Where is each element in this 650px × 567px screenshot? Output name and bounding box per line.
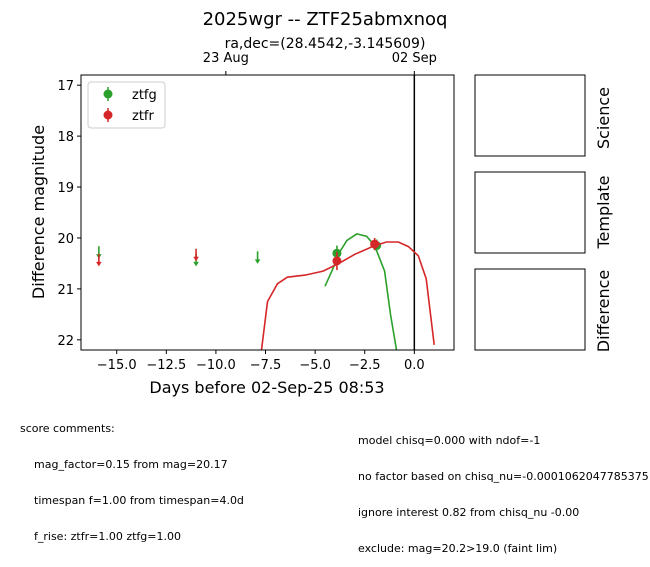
x-tick-label: −15.0 — [97, 358, 137, 373]
axis-ticks: −15.0 −12.5 −10.0 −7.5 −5.0 −2.5 0.0 17 18 19 20 21… — [57, 51, 436, 373]
legend: ztfg ztfr — [87, 81, 166, 129]
data-point-ztfr — [332, 251, 342, 271]
comment-line: f_rise: ztfr=1.00 ztfg=1.00 — [34, 530, 181, 543]
upper-limit-ztfr — [96, 253, 102, 267]
comments-header: score comments: — [20, 422, 115, 435]
comment-line: mag_factor=0.15 from mag=20.17 — [34, 458, 228, 471]
upper-limit-ztfr — [193, 248, 199, 262]
y-axis-label: Difference magnitude — [29, 125, 48, 299]
y-tick-label: 18 — [57, 130, 74, 145]
chart-title: 2025wgr -- ZTF25abmxnoq — [203, 9, 448, 30]
chart-subtitle: ra,dec=(28.4542,-3.145609) — [225, 36, 426, 52]
legend-marker-ztfr — [103, 108, 113, 122]
comment-line: no factor based on chisq_nu=-0.000106204… — [358, 470, 649, 483]
score-comments: score comments: mag_factor=0.15 from mag… — [20, 399, 244, 555]
figure: 2025wgr -- ZTF25abmxnoq ra,dec=(28.4542,… — [29, 9, 613, 397]
model-comments: model chisq=0.000 with ndof=-1 no factor… — [358, 411, 649, 567]
x-tick-label: −12.5 — [146, 358, 186, 373]
comment-line: model chisq=0.000 with ndof=-1 — [358, 434, 541, 447]
difference-label: Difference — [594, 270, 613, 352]
model-curve-ztfr — [260, 241, 435, 350]
plot-frame — [80, 74, 455, 351]
y-tick-label: 19 — [57, 181, 74, 196]
comment-line: timespan f=1.00 from timespan=4.0d — [34, 494, 244, 507]
y-tick-label: 20 — [57, 232, 74, 247]
x-tick-label: −2.5 — [349, 358, 381, 373]
y-tick-label: 17 — [57, 79, 74, 94]
legend-marker-ztfg — [103, 87, 113, 101]
legend-label-ztfr: ztfr — [132, 109, 154, 124]
difference-panel — [474, 268, 586, 351]
plot-area — [96, 75, 435, 350]
science-label: Science — [594, 87, 613, 149]
top-tick-label: 23 Aug — [203, 51, 249, 66]
science-panel — [474, 74, 586, 157]
x-tick-label: −7.5 — [250, 358, 282, 373]
top-tick-label: 02 Sep — [392, 51, 437, 66]
data-point-ztfr — [370, 237, 380, 251]
x-tick-label: −10.0 — [196, 358, 236, 373]
template-panel — [474, 171, 586, 254]
x-axis-label: Days before 02-Sep-25 08:53 — [149, 378, 384, 397]
y-tick-label: 21 — [57, 283, 74, 298]
upper-limit-ztfg — [254, 251, 261, 264]
template-label: Template — [594, 175, 613, 249]
legend-label-ztfg: ztfg — [132, 88, 157, 103]
comment-line: exclude: mag=20.2>19.0 (faint lim) — [358, 542, 558, 555]
plot-data — [96, 75, 435, 350]
x-tick-label: −5.0 — [299, 358, 331, 373]
y-tick-label: 22 — [57, 334, 74, 349]
comment-line: ignore interest 0.82 from chisq_nu -0.00 — [358, 506, 580, 519]
x-tick-label: 0.0 — [404, 358, 425, 373]
